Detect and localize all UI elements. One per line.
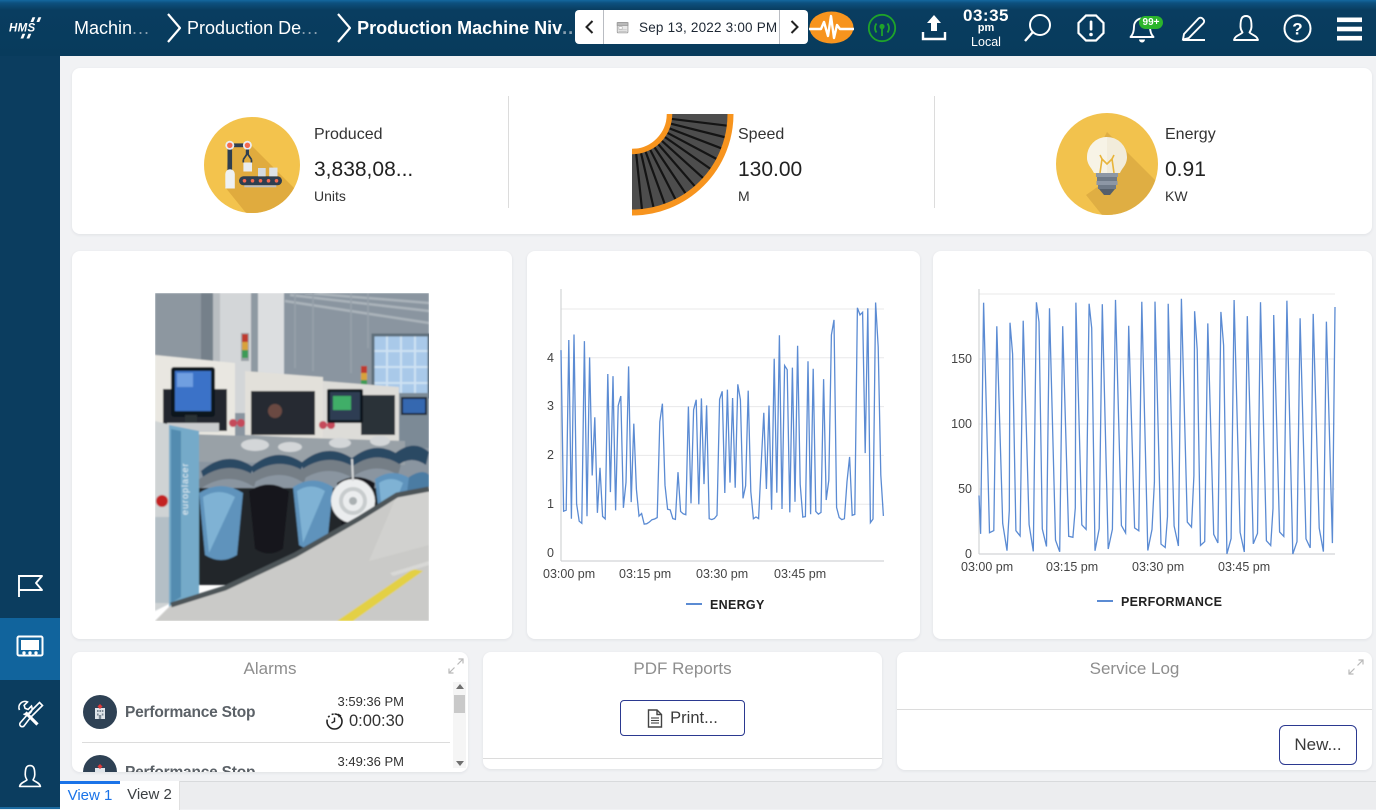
svg-text:03:45 pm: 03:45 pm xyxy=(1218,560,1270,574)
svg-text:03:45 pm: 03:45 pm xyxy=(774,567,826,581)
svg-text:4: 4 xyxy=(547,351,554,365)
svg-text:03:30 pm: 03:30 pm xyxy=(696,567,748,581)
svg-text:3: 3 xyxy=(547,399,554,413)
svg-text:HMS: HMS xyxy=(9,23,35,35)
svg-text:2: 2 xyxy=(547,448,554,462)
svg-text:03:00 pm: 03:00 pm xyxy=(961,560,1013,574)
svg-text:100: 100 xyxy=(951,417,972,431)
svg-text:03:00 pm: 03:00 pm xyxy=(543,567,595,581)
svg-text:?: ? xyxy=(1292,20,1302,39)
svg-text:0: 0 xyxy=(965,547,972,561)
svg-text:03:30 pm: 03:30 pm xyxy=(1132,560,1184,574)
svg-text:150: 150 xyxy=(951,352,972,366)
svg-text:03:15 pm: 03:15 pm xyxy=(619,567,671,581)
svg-text:50: 50 xyxy=(958,482,972,496)
svg-text:1: 1 xyxy=(547,497,554,511)
svg-text:europlacer: europlacer xyxy=(180,462,190,515)
svg-text:0: 0 xyxy=(547,546,554,560)
svg-text:ENERGY: ENERGY xyxy=(710,598,765,612)
svg-text:03:15 pm: 03:15 pm xyxy=(1046,560,1098,574)
svg-text:PERFORMANCE: PERFORMANCE xyxy=(1121,595,1222,609)
